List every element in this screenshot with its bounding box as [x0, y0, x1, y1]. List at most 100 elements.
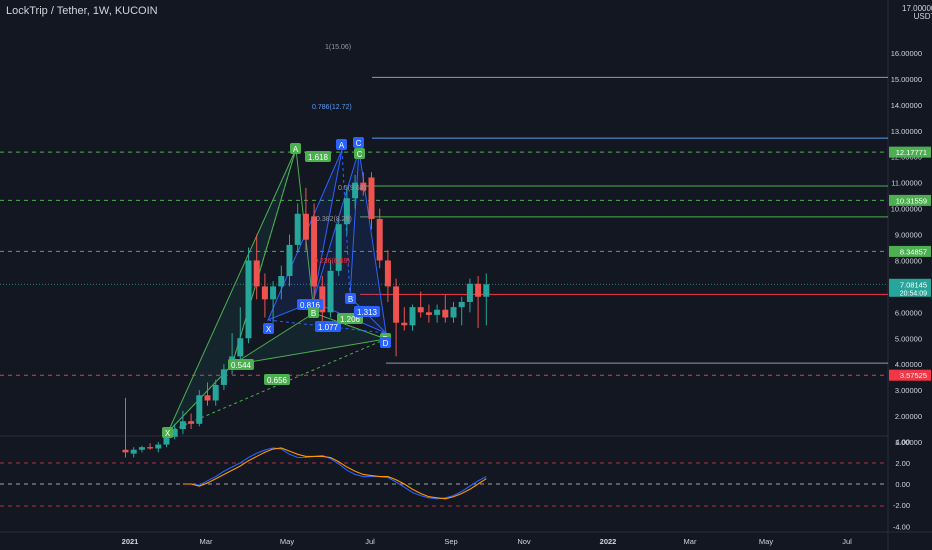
- time-label: Jul: [365, 537, 375, 546]
- ratio-1077: 1.077: [318, 323, 339, 332]
- candle-body[interactable]: [425, 312, 432, 315]
- candle-body[interactable]: [212, 384, 219, 401]
- fib-label-0786: 0.786(12.72): [312, 104, 352, 111]
- candle-body[interactable]: [417, 307, 424, 313]
- price-tick: 3.00000: [895, 386, 922, 395]
- price-tick: 16.00000: [891, 49, 922, 58]
- candle-body[interactable]: [352, 182, 359, 199]
- candle-body[interactable]: [147, 447, 154, 449]
- candle-body[interactable]: [204, 395, 211, 401]
- fib-label-0382: 0.382(8.29): [316, 216, 352, 223]
- price-badge: [889, 278, 931, 297]
- fib-label-05: 0.5(9.68): [338, 185, 366, 192]
- price-tick: 6.00000: [895, 308, 922, 317]
- green-point-c: C: [357, 150, 363, 159]
- candle-body[interactable]: [286, 244, 293, 277]
- currency-top-price: 17.00000: [902, 4, 932, 13]
- candle-body[interactable]: [302, 213, 309, 240]
- time-label: Sep: [444, 537, 457, 546]
- ratio-1206: 1.206: [340, 315, 361, 324]
- candle-body[interactable]: [311, 216, 318, 287]
- candle-body[interactable]: [261, 286, 268, 300]
- time-label: Jul: [842, 537, 852, 546]
- price-badge-text: 10.31559: [896, 196, 927, 205]
- oscillator-orange-line: [182, 447, 487, 500]
- candle-body[interactable]: [458, 301, 465, 308]
- candle-body[interactable]: [466, 283, 473, 302]
- osc-tick: 4.00: [895, 438, 910, 447]
- price-badge-text: 8.34857: [900, 247, 927, 256]
- candle-body[interactable]: [384, 260, 391, 287]
- candle-body[interactable]: [179, 421, 186, 430]
- blue-point-b: B: [348, 295, 353, 304]
- pattern-point-labels[interactable]: X A B C D X A B C D: [162, 137, 391, 438]
- candle-body[interactable]: [188, 421, 195, 424]
- candle-body[interactable]: [196, 395, 203, 424]
- blue-point-d: D: [383, 339, 389, 348]
- candle-body[interactable]: [434, 309, 441, 315]
- time-label: May: [280, 537, 294, 546]
- candle-body[interactable]: [163, 436, 170, 445]
- candle-body[interactable]: [245, 260, 252, 339]
- oscillator-pane[interactable]: [0, 447, 888, 507]
- price-tick: 4.00000: [895, 360, 922, 369]
- candle-body[interactable]: [335, 224, 342, 271]
- candle-body[interactable]: [319, 286, 326, 313]
- ratio-1313: 1.313: [357, 308, 378, 317]
- candle-body[interactable]: [237, 338, 244, 357]
- time-label: Mar: [684, 537, 697, 546]
- candle-body[interactable]: [368, 177, 375, 219]
- candle-body[interactable]: [294, 213, 301, 245]
- candle-body[interactable]: [253, 260, 260, 287]
- price-badge-text: 7.08145: [900, 280, 927, 289]
- ratio-0656: 0.656: [267, 376, 288, 385]
- candle-body[interactable]: [376, 218, 383, 261]
- currency-code: USDT: [913, 12, 932, 21]
- candle-body[interactable]: [483, 284, 490, 297]
- candle-body[interactable]: [401, 322, 408, 326]
- green-point-b: B: [311, 309, 316, 318]
- ratio-0816: 0.816: [300, 301, 321, 310]
- price-tick: 10.00000: [891, 205, 922, 214]
- osc-tick: -2.00: [893, 501, 910, 510]
- price-tick: 1.00000: [895, 438, 922, 447]
- time-axis[interactable]: 2021 Mar May Jul Sep Nov 2022 Mar May Jul: [122, 537, 852, 546]
- candle-body[interactable]: [220, 369, 227, 385]
- price-badge: [889, 369, 931, 381]
- candles[interactable]: [122, 172, 490, 458]
- candle-body[interactable]: [130, 449, 137, 454]
- osc-tick: 0.00: [895, 480, 910, 489]
- green-point-a: A: [293, 145, 299, 154]
- ratio-badges[interactable]: 0.544 0.656 0.816 1.077 1.206 1.313 1.61…: [228, 151, 380, 385]
- price-badge: [889, 194, 931, 206]
- candle-body[interactable]: [360, 182, 367, 191]
- price-tick: 5.00000: [895, 334, 922, 343]
- price-tick: 2.00000: [895, 412, 922, 421]
- green-point-x: X: [165, 429, 171, 438]
- candle-body[interactable]: [171, 429, 178, 437]
- candle-body[interactable]: [450, 307, 457, 318]
- candle-body[interactable]: [442, 309, 449, 318]
- candle-body[interactable]: [138, 447, 145, 450]
- candle-body[interactable]: [122, 449, 129, 453]
- candle-body[interactable]: [270, 286, 277, 300]
- candle-body[interactable]: [475, 283, 482, 297]
- symbol-title[interactable]: LockTrip / Tether, 1W, KUCOIN: [6, 5, 158, 17]
- blue-point-a: A: [339, 141, 345, 150]
- candle-body[interactable]: [155, 444, 162, 449]
- candle-body[interactable]: [343, 198, 350, 225]
- price-badge: [889, 146, 931, 158]
- price-tick: 11.00000: [891, 179, 922, 188]
- candle-body[interactable]: [278, 276, 285, 287]
- candle-body[interactable]: [409, 307, 416, 326]
- ratio-1618: 1.618: [308, 153, 329, 162]
- countdown-text: 20:54:09: [900, 290, 927, 297]
- time-label: Mar: [200, 537, 213, 546]
- candle-body[interactable]: [327, 270, 334, 313]
- price-tick: 14.00000: [891, 101, 922, 110]
- candle-body[interactable]: [393, 286, 400, 323]
- oscillator-blue-line: [182, 447, 487, 500]
- oscillator-axis[interactable]: 4.00 2.00 0.00 -2.00 -4.00: [893, 438, 910, 532]
